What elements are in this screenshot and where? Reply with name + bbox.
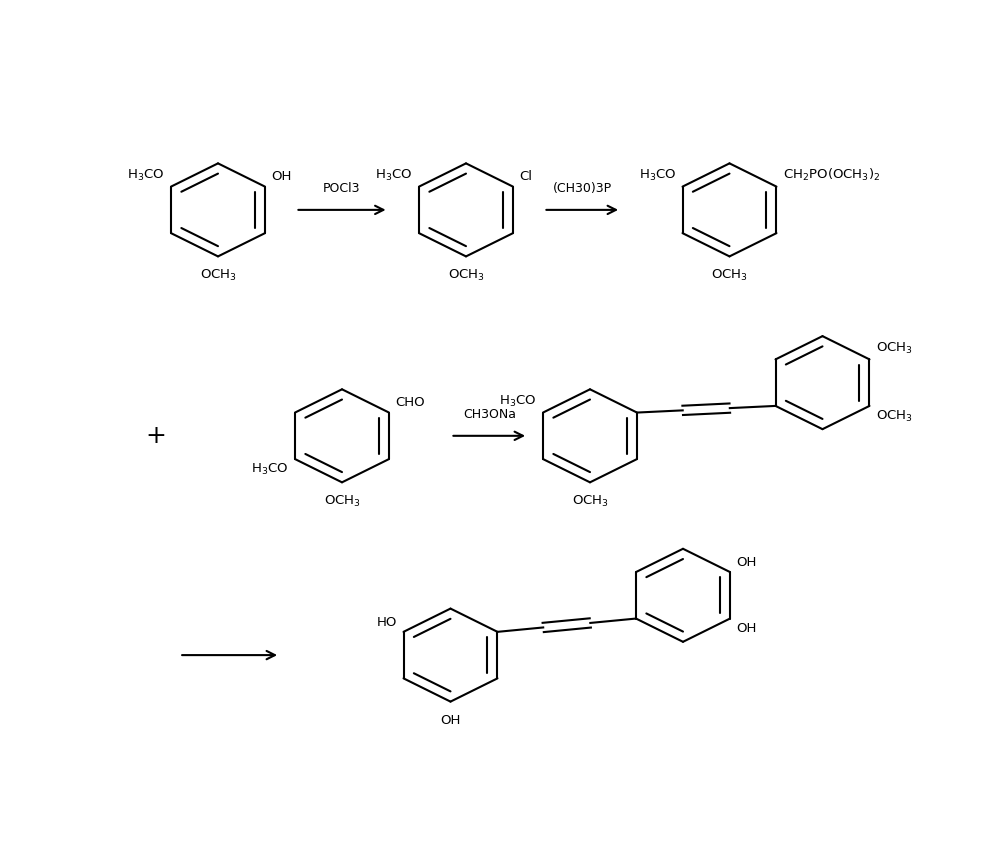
Text: OCH$_3$: OCH$_3$ (572, 494, 608, 509)
Text: (CH30)3P: (CH30)3P (553, 182, 612, 195)
Text: CH$_2$PO(OCH$_3$)$_2$: CH$_2$PO(OCH$_3$)$_2$ (783, 167, 880, 183)
Text: POCl3: POCl3 (323, 182, 361, 195)
Text: OCH$_3$: OCH$_3$ (876, 341, 913, 356)
Text: OH: OH (736, 622, 757, 635)
Text: Cl: Cl (519, 170, 532, 183)
Text: OH: OH (736, 556, 757, 569)
Text: OCH$_3$: OCH$_3$ (711, 268, 748, 283)
Text: OCH$_3$: OCH$_3$ (200, 268, 236, 283)
Text: H$_3$CO: H$_3$CO (499, 394, 537, 409)
Text: +: + (146, 424, 166, 448)
Text: OCH$_3$: OCH$_3$ (324, 494, 360, 509)
Text: CHO: CHO (395, 396, 425, 409)
Text: H$_3$CO: H$_3$CO (127, 168, 165, 183)
Text: OH: OH (271, 170, 292, 183)
Text: H$_3$CO: H$_3$CO (251, 463, 289, 477)
Text: CH3ONa: CH3ONa (463, 408, 516, 421)
Text: H$_3$CO: H$_3$CO (639, 168, 676, 183)
Text: OCH$_3$: OCH$_3$ (448, 268, 484, 283)
Text: OCH$_3$: OCH$_3$ (876, 409, 913, 425)
Text: H$_3$CO: H$_3$CO (375, 168, 413, 183)
Text: HO: HO (377, 615, 397, 628)
Text: OH: OH (440, 714, 461, 727)
